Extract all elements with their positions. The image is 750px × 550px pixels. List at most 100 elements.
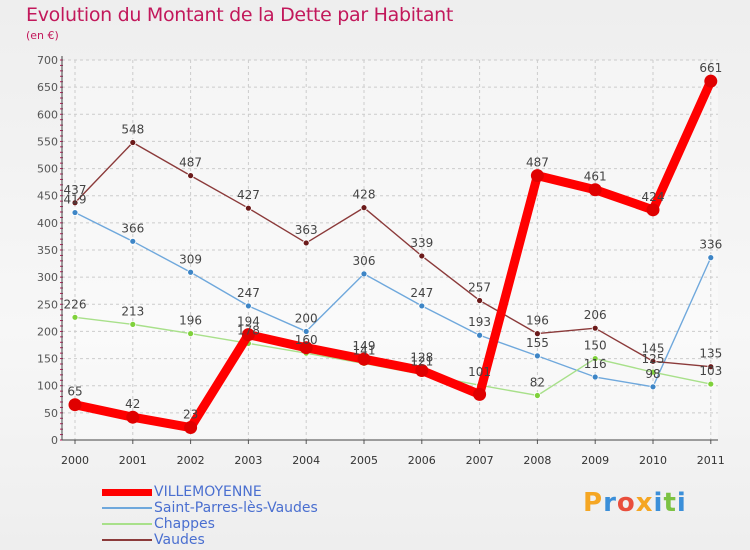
y-tick-label: 50 <box>44 407 58 420</box>
x-tick-label: 2008 <box>523 454 551 467</box>
data-point-villemoyenne <box>588 183 602 197</box>
data-label-vaudes: 196 <box>526 314 549 328</box>
y-tick-label: 100 <box>37 380 58 393</box>
y-tick-label: 0 <box>51 434 58 447</box>
brand-letter: x <box>635 488 654 518</box>
x-tick-label: 2010 <box>639 454 667 467</box>
data-point-saint-parres-les-vaudes <box>534 352 541 360</box>
brand-letter: i <box>676 488 687 518</box>
data-point-saint-parres-les-vaudes <box>129 237 137 245</box>
data-label-villemoyenne: 487 <box>526 156 549 170</box>
data-label-chappes: 121 <box>410 354 433 368</box>
x-tick-label: 2005 <box>350 454 378 467</box>
data-point-saint-parres-les-vaudes <box>476 331 484 339</box>
x-tick-label: 2007 <box>466 454 494 467</box>
data-label-villemoyenne: 149 <box>353 339 376 353</box>
data-point-villemoyenne <box>299 341 313 355</box>
x-tick-label: 2001 <box>119 454 147 467</box>
y-tick-label: 150 <box>37 353 58 366</box>
data-point-vaudes <box>187 172 195 180</box>
legend-swatch <box>102 523 152 525</box>
legend-label: Vaudes <box>154 532 205 548</box>
data-label-saint-parres-les-vaudes: 366 <box>121 221 144 235</box>
legend-swatch <box>102 488 152 496</box>
data-point-vaudes <box>649 357 657 365</box>
y-tick-label: 400 <box>37 217 58 230</box>
data-label-chappes: 141 <box>353 343 376 357</box>
data-point-vaudes <box>707 363 715 371</box>
data-point-villemoyenne <box>68 398 82 412</box>
data-label-saint-parres-les-vaudes: 247 <box>237 286 260 300</box>
data-label-vaudes: 427 <box>237 188 260 202</box>
data-point-chappes <box>187 330 195 338</box>
y-tick-label: 250 <box>37 298 58 311</box>
data-label-chappes: 213 <box>121 304 144 318</box>
data-point-vaudes <box>71 199 79 207</box>
data-point-saint-parres-les-vaudes <box>244 302 252 310</box>
data-point-chappes <box>591 355 599 362</box>
data-label-chappes: 196 <box>179 314 202 328</box>
data-label-chappes: 178 <box>237 323 260 337</box>
data-point-saint-parres-les-vaudes <box>302 328 310 335</box>
chart-title: Evolution du Montant de la Dette par Hab… <box>26 4 454 26</box>
data-point-villemoyenne <box>357 352 371 366</box>
data-label-saint-parres-les-vaudes: 309 <box>179 252 202 266</box>
legend-swatch <box>102 539 152 541</box>
data-point-villemoyenne <box>704 74 718 88</box>
data-label-chappes: 101 <box>468 365 491 379</box>
x-tick-label: 2003 <box>234 454 262 467</box>
y-tick-label: 600 <box>37 108 58 121</box>
chart-subtitle: (en €) <box>26 29 59 42</box>
x-tick-label: 2002 <box>177 454 205 467</box>
data-label-villemoyenne: 128 <box>410 351 433 365</box>
data-point-saint-parres-les-vaudes <box>418 302 426 310</box>
x-tick-label: 2000 <box>61 454 89 467</box>
data-point-vaudes <box>302 239 310 247</box>
data-label-saint-parres-les-vaudes: 155 <box>526 336 549 350</box>
data-point-villemoyenne <box>646 203 660 217</box>
data-label-vaudes: 437 <box>64 183 87 197</box>
data-label-villemoyenne: 23 <box>183 408 198 422</box>
x-tick-label: 2004 <box>292 454 320 467</box>
data-point-chappes <box>649 368 657 376</box>
data-label-villemoyenne: 424 <box>642 190 665 204</box>
data-label-vaudes: 487 <box>179 156 202 170</box>
data-point-villemoyenne <box>126 410 140 424</box>
data-label-vaudes: 339 <box>410 236 433 250</box>
data-point-chappes <box>71 313 79 321</box>
data-point-saint-parres-les-vaudes <box>71 209 79 216</box>
data-label-saint-parres-les-vaudes: 200 <box>295 311 318 325</box>
series-line-villemoyenne <box>70 76 716 433</box>
data-point-villemoyenne <box>415 364 429 378</box>
data-label-chappes: 160 <box>295 333 318 347</box>
data-point-vaudes <box>534 330 541 338</box>
data-point-vaudes <box>360 204 368 212</box>
data-point-saint-parres-les-vaudes <box>707 254 715 262</box>
data-label-vaudes: 428 <box>353 188 376 202</box>
brand-logo: Proxiti <box>583 488 687 518</box>
y-tick-label: 350 <box>37 244 58 257</box>
data-label-vaudes: 206 <box>584 308 607 322</box>
data-label-villemoyenne: 461 <box>584 170 607 184</box>
data-point-vaudes <box>476 297 484 304</box>
data-label-saint-parres-les-vaudes: 116 <box>584 357 607 371</box>
legend-label: Chappes <box>154 516 215 532</box>
brand-letter: t <box>663 488 677 518</box>
data-label-saint-parres-les-vaudes: 98 <box>645 367 660 381</box>
data-point-saint-parres-les-vaudes <box>591 373 599 381</box>
data-label-vaudes: 363 <box>295 223 318 237</box>
y-tick-label: 550 <box>37 135 58 148</box>
data-point-villemoyenne <box>241 328 255 342</box>
data-label-chappes: 150 <box>584 339 607 353</box>
brand-letter: i <box>653 488 664 518</box>
data-label-villemoyenne: 65 <box>67 385 82 399</box>
data-point-vaudes <box>418 252 426 260</box>
y-tick-label: 650 <box>37 81 58 94</box>
legend-swatch <box>102 507 152 509</box>
data-point-villemoyenne <box>184 421 198 435</box>
y-tick-label: 700 <box>37 54 58 67</box>
data-label-chappes: 226 <box>64 297 87 311</box>
brand-letter: r <box>603 488 617 518</box>
